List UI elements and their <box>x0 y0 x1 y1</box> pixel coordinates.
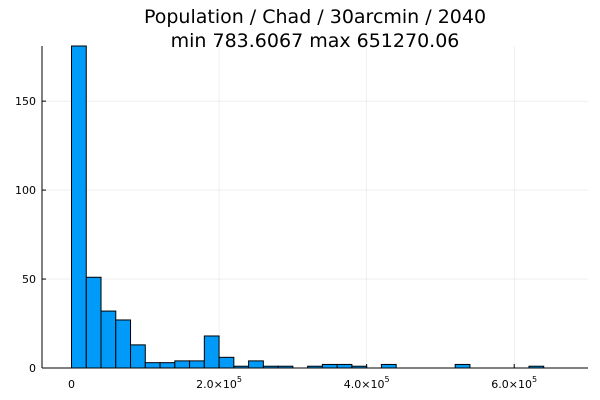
histogram-bar <box>174 360 191 369</box>
histogram-bar <box>321 363 338 369</box>
histogram-bar <box>115 319 132 369</box>
histogram-bar <box>454 363 471 369</box>
chart-title-line-2: min 783.6067 max 651270.06 <box>171 30 460 52</box>
histogram-bar <box>144 362 161 369</box>
histogram-bar <box>380 363 397 369</box>
x-tick-mantissa: 0 <box>68 378 75 391</box>
x-tick-mantissa: 4.0×10 <box>344 378 385 391</box>
histogram-bar <box>85 276 102 369</box>
x-tick-exponent: 5 <box>532 375 537 384</box>
x-tick-label: 6.0×105 <box>491 375 537 391</box>
y-tick-label: 0 <box>29 362 36 375</box>
histogram-bar <box>71 45 87 369</box>
histogram-bar <box>100 310 117 369</box>
y-tick-label: 150 <box>15 95 36 108</box>
x-tick-label: 2.0×105 <box>196 375 242 391</box>
x-tick-exponent: 5 <box>384 375 389 384</box>
y-tick-label: 50 <box>22 273 36 286</box>
x-tick-label: 0 <box>68 378 75 391</box>
histogram-bar <box>203 335 220 369</box>
axis-layer <box>41 46 588 369</box>
histogram-bar <box>248 360 264 369</box>
histogram-bar <box>189 360 205 369</box>
histogram-bar <box>130 344 146 369</box>
histogram-bar <box>218 356 235 369</box>
x-tick-label: 4.0×105 <box>344 375 390 391</box>
histogram-bar <box>159 362 176 369</box>
x-tick-mantissa: 6.0×10 <box>491 378 532 391</box>
x-tick-mantissa: 2.0×10 <box>196 378 237 391</box>
bar-layer <box>71 45 545 369</box>
y-tick-label: 100 <box>15 184 36 197</box>
chart-title-line-1: Population / Chad / 30arcmin / 2040 <box>144 6 486 28</box>
histogram-bar <box>336 363 353 369</box>
x-tick-exponent: 5 <box>237 375 242 384</box>
